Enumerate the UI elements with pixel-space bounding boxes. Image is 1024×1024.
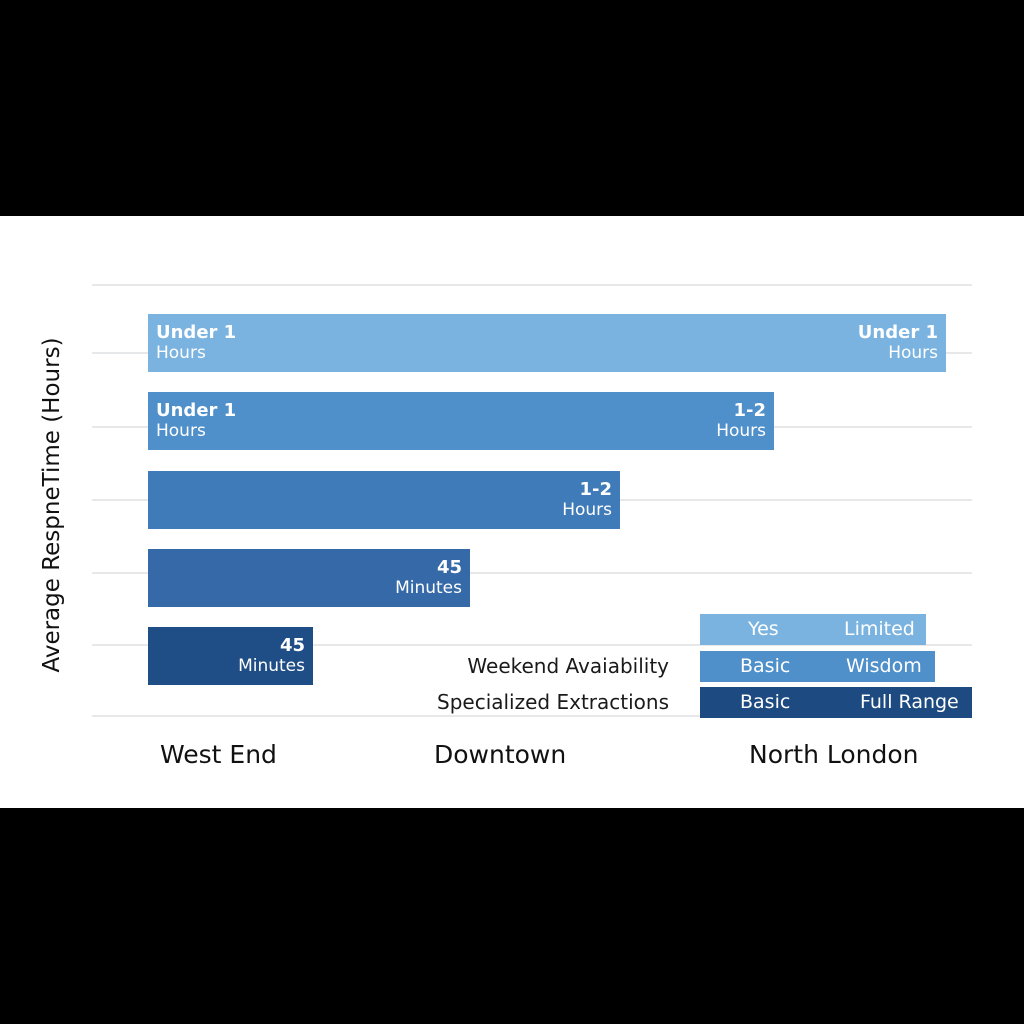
table-cell: Wisdom [846,655,922,677]
bar-right-label: Under 1 Hours [857,322,938,363]
table-row-label: Specialized Extractions [437,690,669,714]
bar: Under 1 Hours Under 1 Hours [148,314,946,372]
table-row-label: Weekend Avaiability [467,654,669,678]
table-cell: Basic [740,691,791,713]
table-cell: Limited [844,618,915,640]
y-axis-label: Average RespneTime (Hours) [39,337,65,673]
category-label: Downtown [434,740,567,769]
bar: 45 Minutes [148,627,313,685]
table-row: Yes Limited [700,614,926,645]
bar-right-label: 45 Minutes [238,635,305,676]
bar: Under 1 Hours 1-2 Hours [148,392,774,450]
gridline [92,284,972,286]
table-row: Basic Wisdom [700,651,935,682]
table-cell: Basic [740,655,791,677]
bar-right-label: 45 Minutes [395,557,462,598]
bar: 1-2 Hours [148,471,620,529]
bar: 45 Minutes [148,549,470,607]
category-label: North London [749,740,919,769]
bar-right-label: 1-2 Hours [716,400,766,441]
table-row: Basic Full Range [700,687,972,718]
category-label: West End [160,740,277,769]
bar-left-label: Under 1 Hours [156,400,237,441]
table-cell: Full Range [860,691,959,713]
bar-left-label: Under 1 Hours [156,322,237,363]
gridline [92,644,972,646]
bar-right-label: 1-2 Hours [562,479,612,520]
gridline [92,715,972,717]
gridline [92,572,972,574]
table-cell: Yes [748,618,779,640]
